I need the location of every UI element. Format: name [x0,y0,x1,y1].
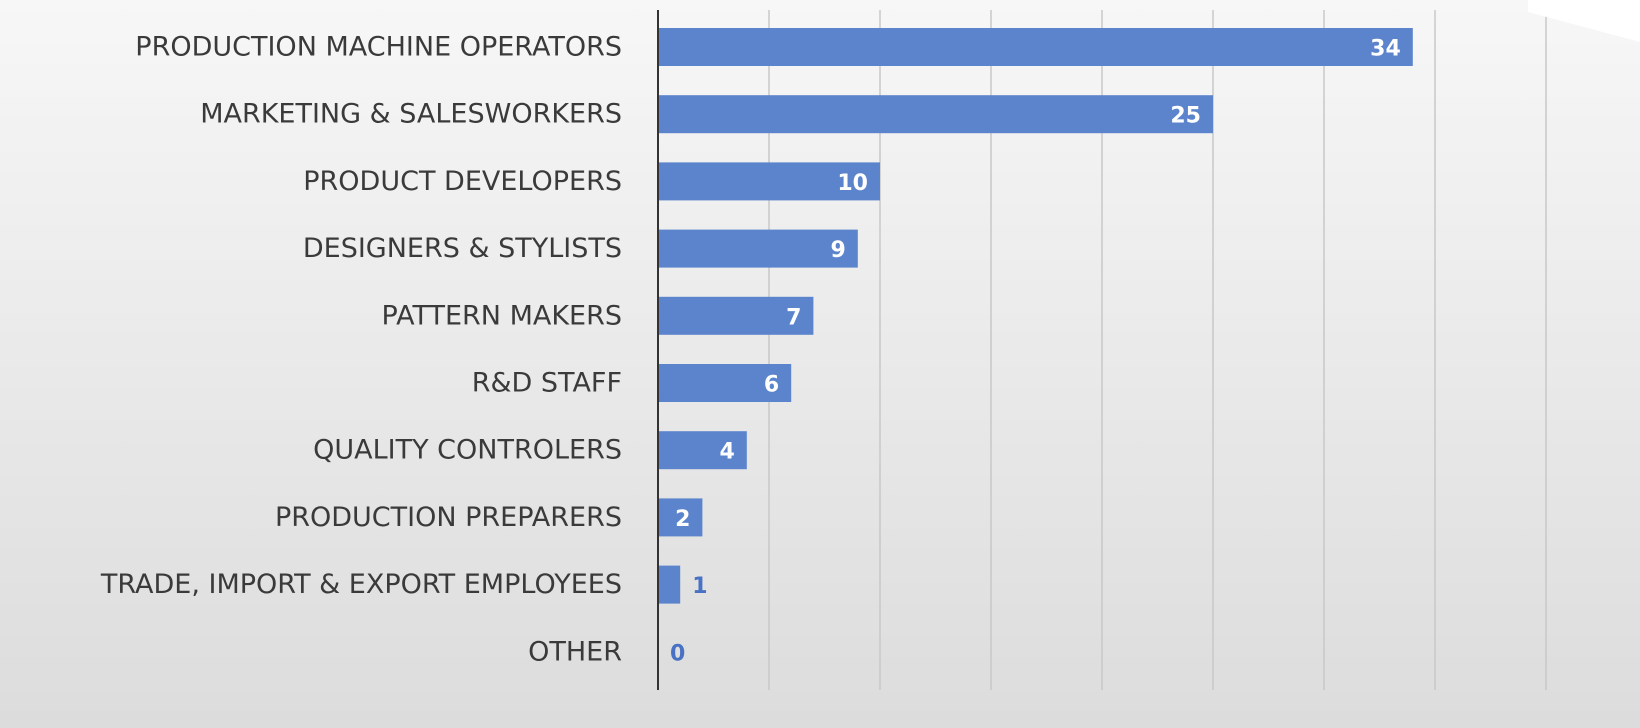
value-label-7: 2 [675,507,690,532]
value-label-6: 4 [719,440,734,465]
category-label-3: DESIGNERS & STYLISTS [303,233,622,264]
bar-2 [658,162,880,201]
value-label-3: 9 [830,238,845,263]
value-label-5: 6 [764,373,779,398]
bars [658,28,1413,604]
value-label-8: 1 [692,574,707,599]
bar-3 [658,229,858,268]
bar-8 [658,565,681,604]
value-label-4: 7 [786,305,801,330]
category-label-7: PRODUCTION PREPARERS [275,502,622,533]
category-label-0: PRODUCTION MACHINE OPERATORS [135,32,622,63]
bar-5 [658,364,792,402]
category-label-4: PATTERN MAKERS [382,300,622,331]
value-label-9: 0 [670,641,685,666]
bar-4 [658,296,814,335]
category-label-1: MARKETING & SALESWORKERS [200,99,622,130]
value-label-2: 10 [837,171,868,196]
category-label-6: QUALITY CONTROLERS [313,435,622,466]
category-labels: PRODUCTION MACHINE OPERATORS MARKETING & … [100,32,622,668]
value-label-0: 34 [1370,37,1401,62]
bar-0 [658,28,1413,66]
value-label-1: 25 [1170,104,1201,129]
category-label-8: TRADE, IMPORT & EXPORT EMPLOYEES [100,569,622,600]
category-label-2: PRODUCT DEVELOPERS [303,166,622,197]
bar-7 [658,498,703,537]
bar-6 [658,431,747,470]
bar-1 [658,95,1213,134]
paper-corner [1528,0,1640,42]
category-label-9: OTHER [528,636,622,667]
category-label-5: R&D STAFF [472,368,622,399]
